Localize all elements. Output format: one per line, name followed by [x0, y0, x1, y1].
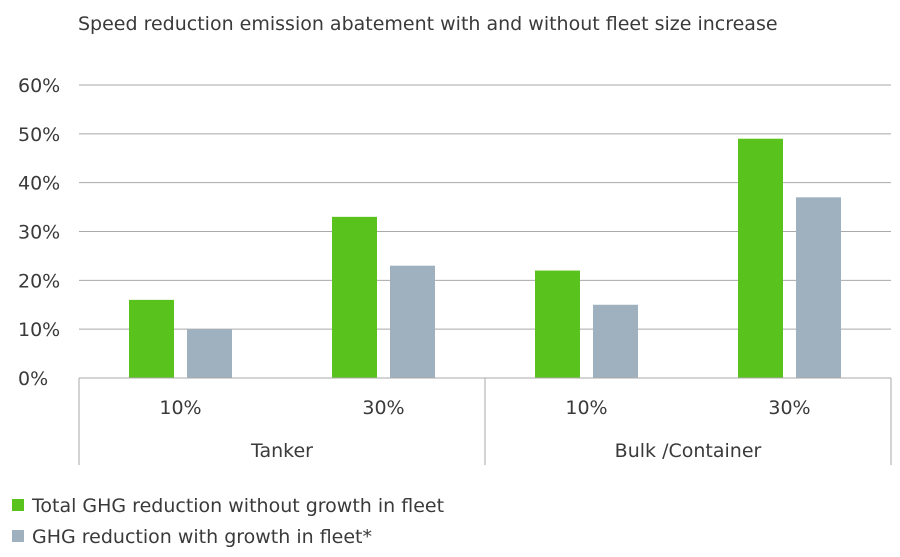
y-tick-label: 60%: [18, 75, 60, 97]
bar-with-growth: [390, 265, 435, 378]
group-label: Bulk /Container: [615, 440, 762, 462]
x-tick-label: 10%: [565, 397, 607, 419]
x-axis-ticks: 10% 30% Tanker 10% 30% Bulk /Container: [159, 397, 810, 462]
y-tick-label: 20%: [18, 270, 60, 292]
legend-label: Total GHG reduction without growth in fl…: [31, 495, 444, 517]
bars: [129, 138, 841, 378]
bar-with-growth: [796, 197, 841, 378]
bar-with-growth: [593, 304, 638, 378]
y-tick-label: 50%: [18, 124, 60, 146]
bar-without-growth: [738, 138, 783, 378]
bar-without-growth: [535, 270, 580, 378]
y-tick-label: 40%: [18, 173, 60, 195]
legend: Total GHG reduction without growth in fl…: [12, 495, 444, 548]
x-tick-label: 10%: [159, 397, 201, 419]
y-tick-label: 10%: [18, 319, 60, 341]
legend-label: GHG reduction with growth in fleet*: [32, 526, 372, 548]
x-tick-label: 30%: [768, 397, 810, 419]
group-label: Tanker: [250, 440, 313, 462]
chart-title: Speed reduction emission abatement with …: [78, 13, 778, 35]
legend-swatch: [12, 499, 24, 511]
bar-with-growth: [187, 329, 232, 378]
legend-swatch: [12, 530, 24, 542]
y-axis-ticks: 0% 10% 20% 30% 40% 50% 60%: [18, 75, 60, 390]
x-axis: [78, 377, 892, 465]
y-tick-label: 0%: [18, 368, 48, 390]
bar-without-growth: [332, 216, 377, 378]
bar-without-growth: [129, 299, 174, 378]
y-tick-label: 30%: [18, 222, 60, 244]
x-tick-label: 30%: [362, 397, 404, 419]
